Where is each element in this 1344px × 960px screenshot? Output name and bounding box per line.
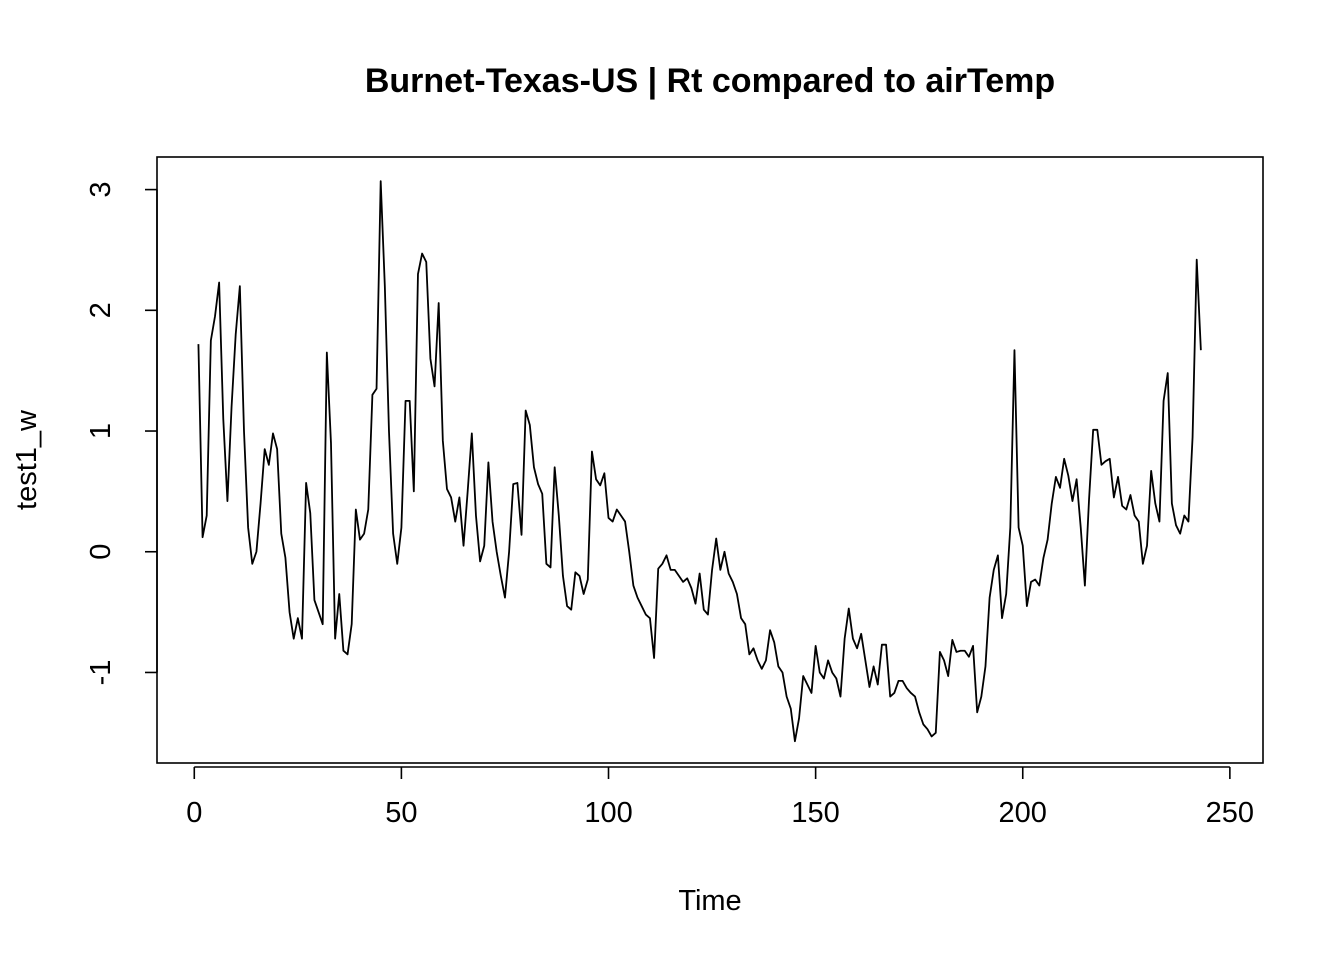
- x-axis-label: Time: [678, 885, 741, 917]
- y-tick-label: -1: [85, 660, 117, 686]
- y-tick-label: 3: [85, 182, 117, 198]
- x-tick-label: 100: [584, 797, 632, 829]
- y-axis: -1 0 1 2 3: [85, 182, 158, 686]
- x-tick-label: 250: [1206, 797, 1254, 829]
- chart-title: Burnet-Texas-US | Rt compared to airTemp: [365, 62, 1055, 100]
- x-tick-label: 0: [186, 797, 202, 829]
- y-axis-label: test1_w: [11, 409, 43, 510]
- series-line: [197, 180, 1202, 743]
- y-tick-label: 1: [85, 423, 117, 439]
- x-tick-label: 50: [385, 797, 417, 829]
- x-tick-label: 150: [791, 797, 839, 829]
- series-layer: [197, 180, 1202, 743]
- x-tick-label: 200: [999, 797, 1047, 829]
- y-tick-label: 2: [85, 302, 117, 318]
- y-tick-label: 0: [85, 544, 117, 560]
- plot-frame: [156, 156, 1264, 764]
- x-axis: 0 50 100 150 200 250: [186, 766, 1254, 829]
